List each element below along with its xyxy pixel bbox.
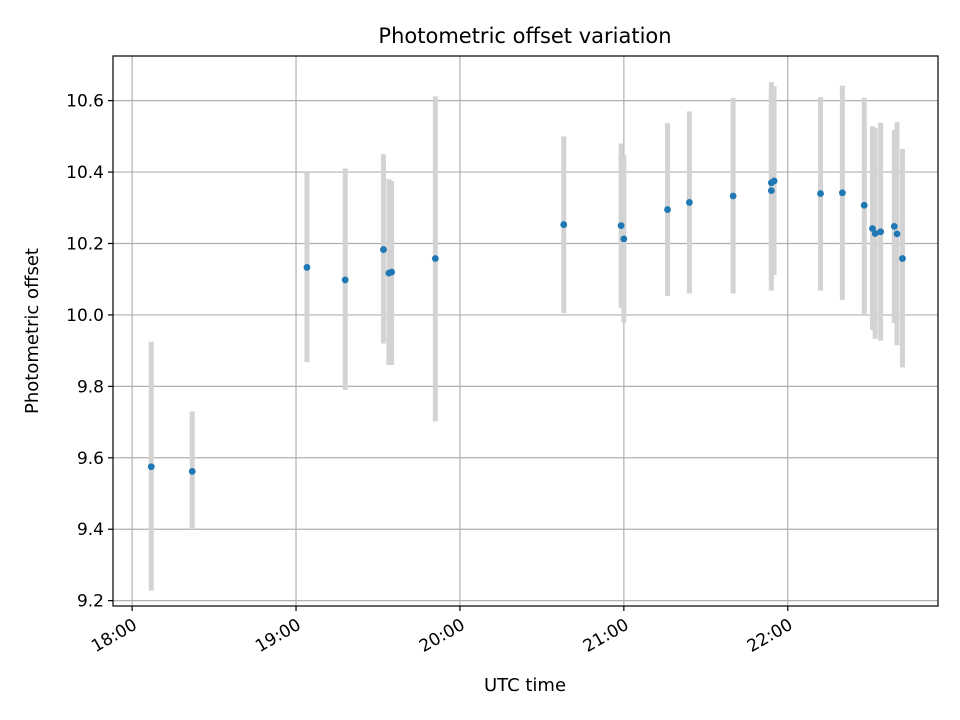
data-point [860, 201, 868, 209]
y-tick-label: 9.4 [77, 520, 104, 540]
y-tick-label: 10.6 [66, 92, 104, 112]
y-tick-label: 9.2 [77, 592, 104, 612]
y-tick-label: 9.6 [77, 449, 104, 469]
data-points [147, 177, 906, 475]
x-tick-label: 19:00 [252, 615, 304, 657]
data-point [388, 268, 396, 276]
data-point [770, 177, 778, 185]
y-tick-label: 10.2 [66, 235, 104, 255]
data-point [341, 276, 349, 284]
data-point [380, 246, 387, 253]
x-axis-label: UTC time [484, 675, 566, 696]
data-point [877, 228, 885, 236]
error-bars [148, 82, 905, 591]
y-tick-label: 10.0 [66, 306, 104, 326]
data-point [890, 222, 898, 230]
data-point [686, 199, 693, 206]
data-point [147, 463, 155, 471]
x-tick-label: 21:00 [580, 615, 632, 657]
data-point [893, 230, 901, 238]
data-point [617, 222, 625, 230]
data-point [188, 467, 196, 475]
data-point [620, 235, 628, 243]
chart-title: Photometric offset variation [378, 24, 671, 48]
data-point [664, 206, 671, 213]
data-point [869, 225, 876, 232]
data-point [817, 190, 824, 197]
data-point [838, 189, 846, 197]
x-tick-label: 22:00 [744, 615, 796, 657]
x-tick-label: 20:00 [416, 615, 468, 657]
data-point [431, 255, 439, 262]
x-tick-label: 18:00 [88, 615, 140, 657]
data-point [729, 192, 737, 200]
axis-ticks: 18:00 19:00 20:00 21:00 22:00 9.2 9.4 9.6 9.8 10.… [66, 92, 796, 657]
y-tick-label: 10.4 [66, 163, 104, 183]
data-point [303, 264, 311, 271]
data-point [767, 187, 775, 195]
plot-area-frame [112, 55, 939, 607]
data-point [899, 255, 906, 262]
y-tick-label: 9.8 [77, 377, 104, 397]
data-point [871, 230, 879, 237]
y-axis-label: Photometric offset [22, 248, 43, 414]
grid-lines [113, 56, 938, 606]
data-point [560, 221, 568, 228]
